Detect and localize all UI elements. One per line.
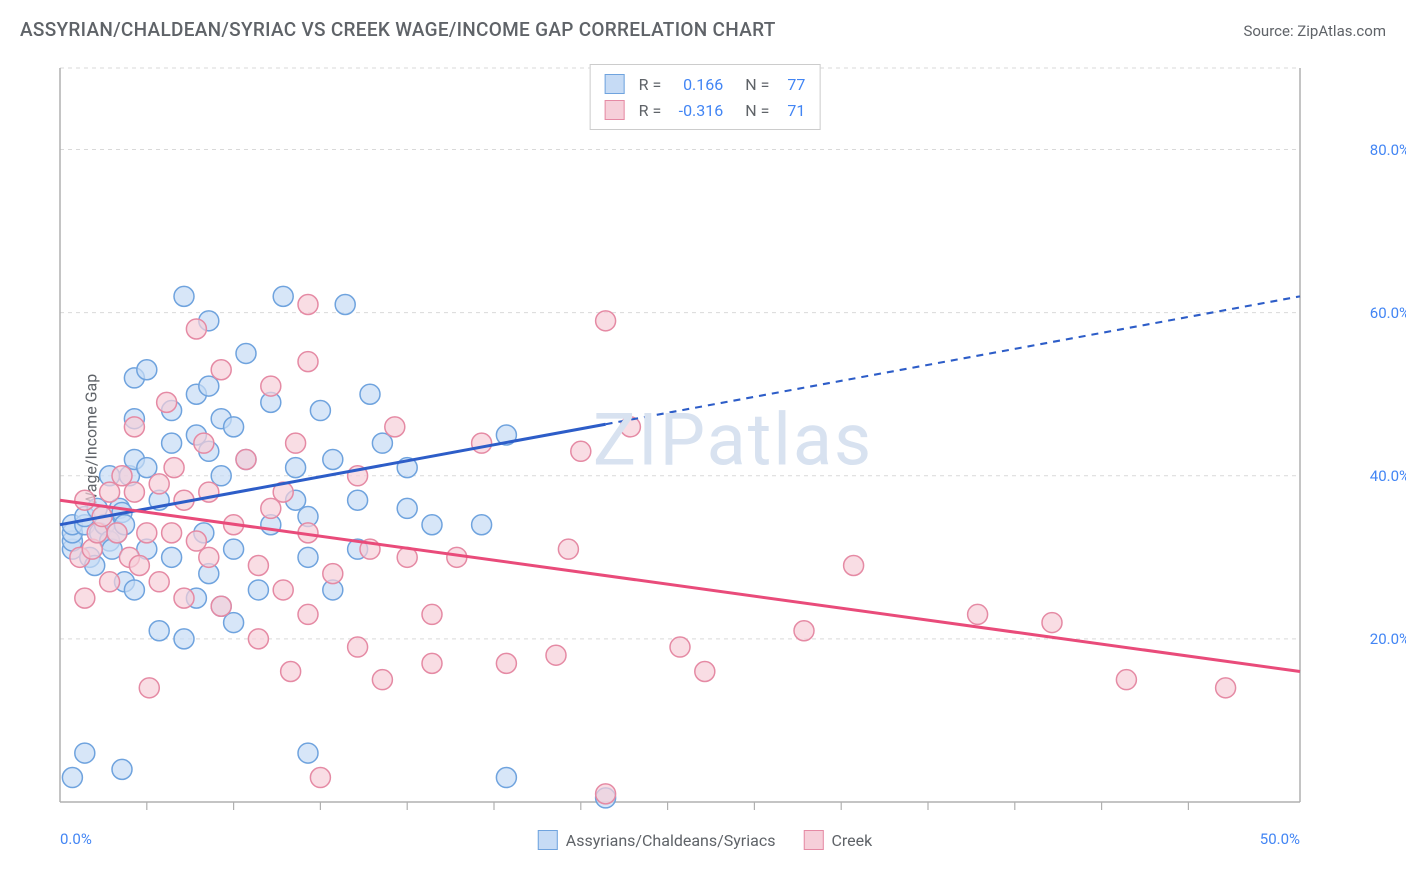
r-label: R =	[639, 101, 662, 120]
y-tick-label: 40.0%	[1370, 467, 1406, 485]
r-label: R =	[639, 75, 662, 94]
correlation-legend: R = 0.166 N = 77 R = -0.316 N = 71	[590, 64, 821, 130]
y-tick-label: 20.0%	[1370, 630, 1406, 648]
legend-row-1: R = -0.316 N = 71	[605, 97, 806, 123]
n-label: N =	[737, 101, 769, 120]
n-label: N =	[737, 75, 769, 94]
legend-label-0: Assyrians/Chaldeans/Syriacs	[566, 831, 776, 850]
chart-title: ASSYRIAN/CHALDEAN/SYRIAC VS CREEK WAGE/I…	[20, 18, 776, 41]
y-tick-label: 60.0%	[1370, 304, 1406, 322]
n-value-1: 71	[779, 101, 805, 120]
legend-swatch-series-0	[538, 830, 558, 850]
y-tick-label: 80.0%	[1370, 141, 1406, 159]
x-tick-label: 0.0%	[60, 830, 92, 848]
legend-label-1: Creek	[831, 831, 872, 850]
legend-swatch-0	[605, 74, 625, 94]
r-value-0: 0.166	[671, 75, 723, 94]
legend-swatch-1	[605, 100, 625, 120]
x-tick-label: 50.0%	[1260, 830, 1300, 848]
chart-area: Wage/Income Gap ZIPatlas R = 0.166 N = 7…	[50, 60, 1360, 820]
legend-swatch-series-1	[803, 830, 823, 850]
scatter-plot	[50, 60, 1360, 820]
r-value-1: -0.316	[671, 101, 723, 120]
chart-header: ASSYRIAN/CHALDEAN/SYRIAC VS CREEK WAGE/I…	[20, 18, 1386, 41]
series-legend: Assyrians/Chaldeans/Syriacs Creek	[538, 830, 872, 850]
legend-row-0: R = 0.166 N = 77	[605, 71, 806, 97]
legend-item-0: Assyrians/Chaldeans/Syriacs	[538, 830, 776, 850]
legend-item-1: Creek	[803, 830, 872, 850]
chart-source: Source: ZipAtlas.com	[1243, 22, 1386, 40]
n-value-0: 77	[779, 75, 805, 94]
